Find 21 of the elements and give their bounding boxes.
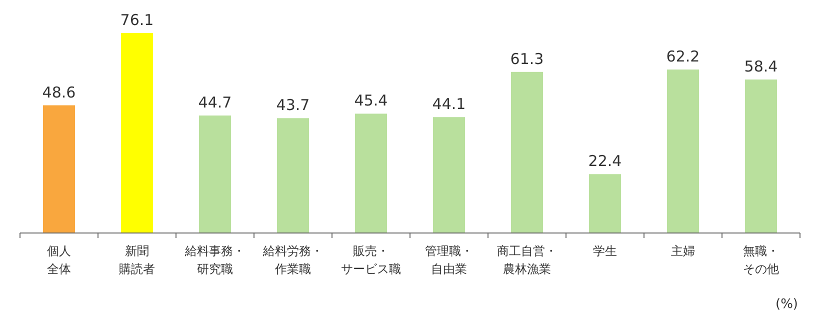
x-tick-label: 主婦	[671, 244, 695, 258]
x-tick-label: 商工自営・農林漁業	[497, 244, 557, 276]
text: (%)	[776, 297, 798, 312]
data-label: 43.7	[276, 96, 310, 114]
data-label: 48.6	[42, 83, 76, 102]
data-label: 22.4	[588, 152, 622, 170]
x-tick-label: 個人全体	[47, 244, 71, 276]
data-label: 62.2	[666, 48, 700, 66]
data-label: 76.1	[120, 11, 154, 29]
x-tick-label: 給料事務・研究職	[184, 244, 245, 276]
data-label: 58.4	[744, 58, 778, 76]
x-tick-label: 販売・サービス職	[341, 244, 401, 276]
x-tick-label: 無職・その他	[743, 244, 779, 276]
x-tick-label: 新聞購読者	[119, 244, 155, 276]
x-tick-label: 管理職・自由業	[425, 244, 473, 276]
data-label: 44.1	[432, 95, 466, 114]
data-label: 45.4	[354, 92, 388, 110]
x-tick-label: 学生	[593, 244, 617, 258]
x-tick-label: 給料労務・作業職	[262, 244, 323, 276]
data-label: 61.3	[510, 50, 544, 68]
data-label: 44.7	[198, 94, 232, 112]
